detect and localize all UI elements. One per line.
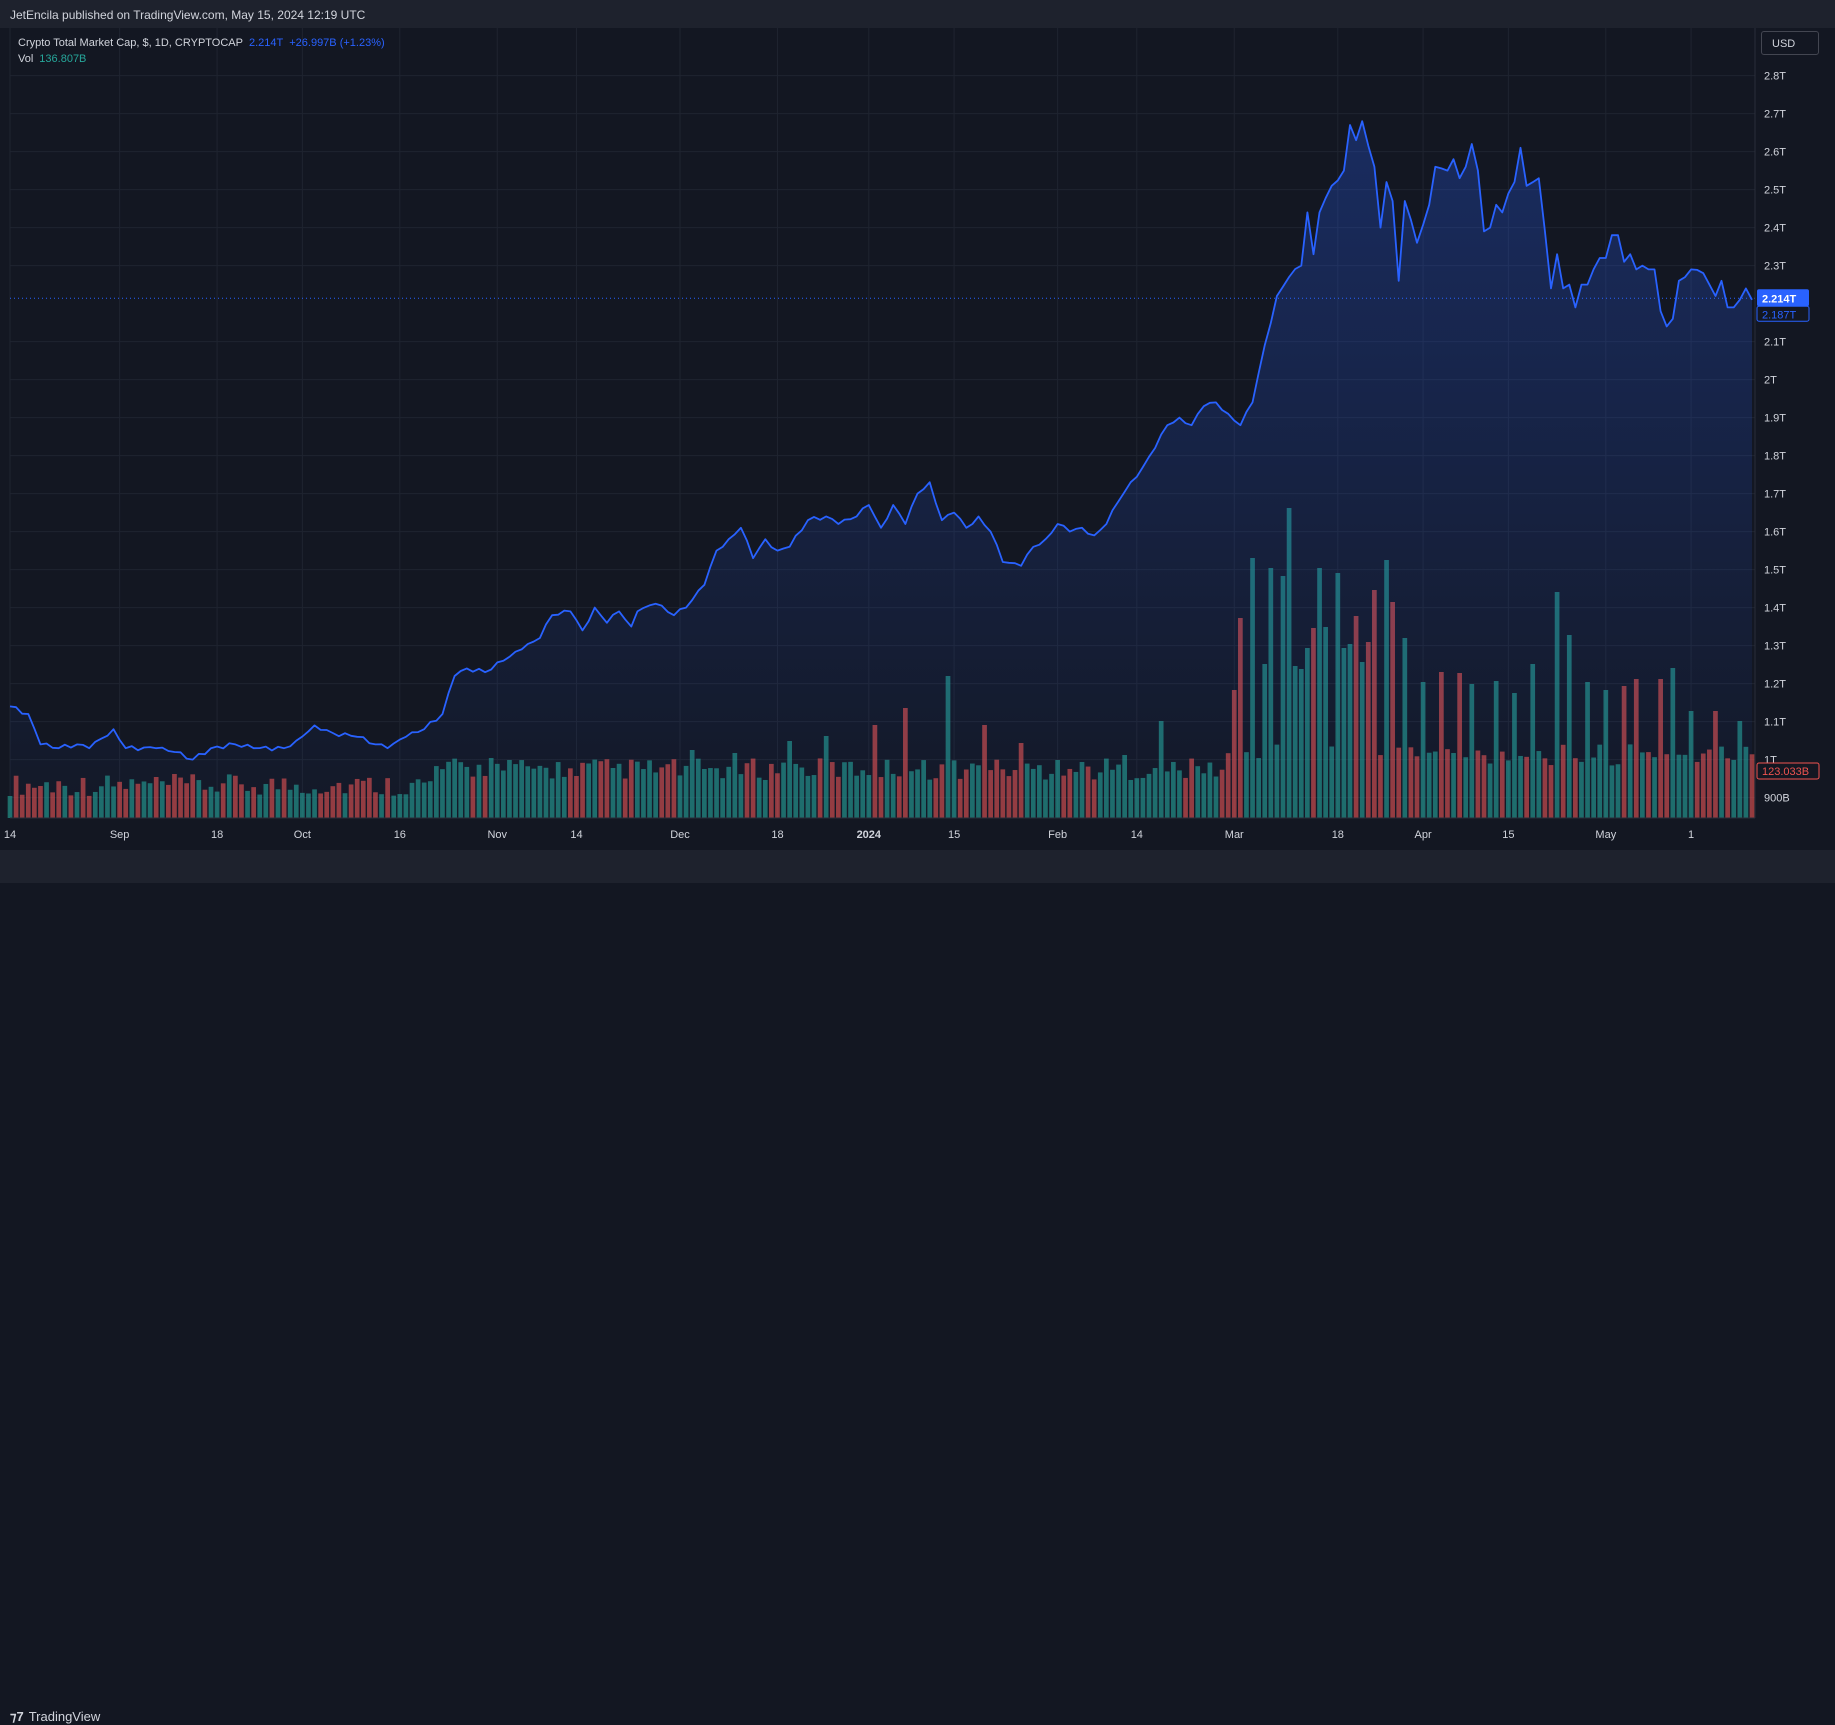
chart-legend: Crypto Total Market Cap, $, 1D, CRYPTOCA… xyxy=(18,35,385,67)
price-tick-label: 2T xyxy=(1764,375,1777,387)
price-scale xyxy=(1755,28,1835,818)
legend-symbol-row: Crypto Total Market Cap, $, 1D, CRYPTOCA… xyxy=(18,35,385,51)
time-tick-label: Apr xyxy=(1415,829,1432,841)
chart-canvas[interactable]: 2.8T 2.7T 2.6T 2.5T 2.4T 2.3T 2.1T 2T 1.9T 1.8T 1.… xyxy=(0,0,1835,883)
price-tick-label: 1.1T xyxy=(1764,717,1786,729)
published-bar: JetEncila published on TradingView.com, … xyxy=(0,0,1835,28)
time-tick-label: May xyxy=(1595,829,1616,841)
published-info: JetEncila published on TradingView.com, … xyxy=(10,8,366,22)
legend-last-price: 2.214T xyxy=(248,37,284,49)
price-tick-label: 1.7T xyxy=(1764,489,1786,501)
price-line xyxy=(9,120,1753,761)
tradingview-brand[interactable]: ⁊7 TradingView xyxy=(10,1709,100,1725)
time-tick-label: Feb xyxy=(1048,829,1067,841)
prev-price-tag xyxy=(1756,305,1810,322)
price-tick-label: 1.6T xyxy=(1764,527,1786,539)
time-tick-label: 15 xyxy=(1502,829,1514,841)
volume-tag-label: 123.033B xyxy=(1762,766,1809,778)
time-tick-label: 18 xyxy=(771,829,783,841)
legend-change: +26.997B (+1.23%) xyxy=(289,37,385,49)
time-tick-label: 14 xyxy=(4,829,16,841)
last-price-tag xyxy=(1757,289,1809,307)
price-tick-label: 1.3T xyxy=(1764,641,1786,653)
price-tick-label: 1.2T xyxy=(1764,679,1786,691)
price-tick-label: 900B xyxy=(1764,793,1790,805)
time-tick-label: 1 xyxy=(1688,829,1694,841)
time-tick-label: Mar xyxy=(1225,829,1244,841)
volume-tag xyxy=(1756,762,1820,780)
time-tick-label: Sep xyxy=(110,829,130,841)
time-tick-label: 14 xyxy=(1131,829,1143,841)
time-tick-label: 2024 xyxy=(857,829,882,841)
price-tick-label: 2.3T xyxy=(1764,261,1786,273)
time-tick-label: 14 xyxy=(570,829,582,841)
brand-name: TradingView xyxy=(28,1709,101,1724)
time-tick-label: 15 xyxy=(948,829,960,841)
legend-volume-label[interactable]: Vol xyxy=(18,53,34,65)
price-tick-label: 1.8T xyxy=(1764,451,1786,463)
prev-price-tag-label: 2.187T xyxy=(1762,309,1797,321)
time-tick-label: Oct xyxy=(294,829,311,841)
time-tick-label: 18 xyxy=(211,829,223,841)
price-tick-label: 2.8T xyxy=(1764,71,1786,83)
price-tick-label: 1.9T xyxy=(1764,413,1786,425)
price-tick-label: 2.6T xyxy=(1764,147,1786,159)
time-tick-label: Dec xyxy=(670,829,690,841)
currency-button[interactable]: USD xyxy=(1761,31,1819,55)
tradingview-logo-icon: ⁊7 xyxy=(10,1709,24,1724)
last-price-tag-label: 2.214T xyxy=(1762,293,1797,305)
legend-volume-value: 136.807B xyxy=(39,53,87,65)
price-tick-label: 2.5T xyxy=(1764,185,1786,197)
price-tick-label: 1.4T xyxy=(1764,603,1786,615)
time-tick-label: 16 xyxy=(394,829,406,841)
footer-bar: ⁊7 TradingView xyxy=(0,850,1835,1724)
price-area-fill xyxy=(10,121,1752,818)
price-tick-label: 2.7T xyxy=(1764,109,1786,121)
legend-symbol[interactable]: Crypto Total Market Cap, $, 1D, CRYPTOCA… xyxy=(18,37,243,49)
price-tick-label: 1.5T xyxy=(1764,565,1786,577)
time-tick-label: 18 xyxy=(1332,829,1344,841)
legend-volume-row: Vol 136.807B xyxy=(18,51,385,67)
price-tick-label: 2.1T xyxy=(1764,337,1786,349)
price-tick-label: 2.4T xyxy=(1764,223,1786,235)
time-tick-label: Nov xyxy=(487,829,507,841)
